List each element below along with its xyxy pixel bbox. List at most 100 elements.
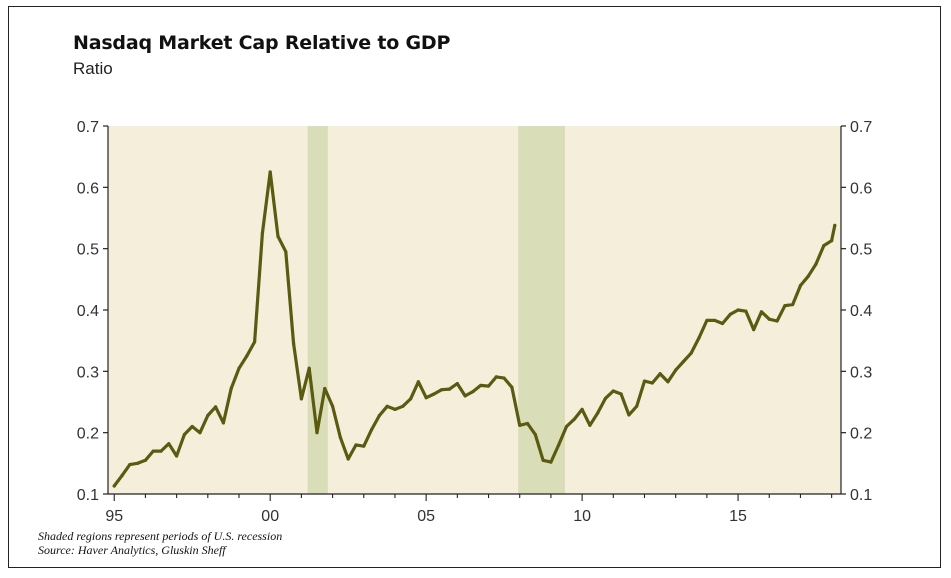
data-point [276, 234, 280, 238]
data-point [650, 381, 654, 385]
data-point [393, 407, 397, 411]
data-point [681, 359, 686, 364]
data-point [744, 309, 748, 313]
data-point [128, 462, 132, 467]
data-point [362, 444, 366, 448]
y-tick-label-left: 0.3 [77, 364, 99, 381]
data-point [580, 407, 584, 411]
data-point [268, 170, 272, 174]
y-tick-label-right: 0.6 [850, 180, 872, 197]
data-point [112, 484, 116, 488]
data-point [299, 397, 303, 401]
chart-notes: Shaded regions represent periods of U.S.… [38, 529, 282, 557]
data-point [401, 404, 405, 408]
x-tick-label: 05 [417, 508, 435, 525]
data-point [642, 379, 647, 383]
data-point [752, 328, 756, 332]
data-point [323, 386, 327, 391]
data-point [603, 396, 608, 400]
x-tick-label: 10 [573, 508, 591, 525]
data-points [112, 170, 837, 488]
data-point [518, 423, 522, 427]
chart-title: Nasdaq Market Cap Relative to GDP [73, 32, 451, 54]
data-point [237, 366, 241, 370]
data-point [720, 321, 725, 326]
data-point [767, 317, 771, 321]
data-point [510, 385, 514, 389]
data-point [549, 460, 553, 464]
data-point [369, 428, 374, 432]
data-point [198, 431, 202, 435]
x-tick-label: 15 [729, 508, 747, 525]
data-point [627, 413, 631, 417]
source-note: Source: Haver Analytics, Gluskin Sheff [38, 543, 226, 557]
data-point [775, 319, 779, 323]
y-tick-label-left: 0.5 [77, 242, 99, 259]
data-point [541, 458, 545, 462]
x-tick-label: 00 [261, 508, 279, 525]
data-point [798, 283, 803, 288]
data-point [486, 384, 491, 388]
data-point [572, 417, 576, 421]
y-tick-label-left: 0.1 [77, 487, 99, 504]
data-point [728, 312, 732, 316]
data-point [315, 431, 319, 435]
data-point [759, 310, 764, 314]
data-point [377, 413, 381, 418]
data-point [479, 383, 483, 388]
data-point [525, 421, 530, 426]
y-tick-label-right: 0.1 [850, 487, 872, 504]
data-point [494, 375, 498, 379]
data-point [440, 388, 444, 392]
data-point [471, 389, 475, 394]
y-tick-label-left: 0.7 [77, 119, 99, 136]
data-point [330, 404, 335, 408]
y-tick-label-right: 0.5 [850, 242, 872, 259]
data-point [705, 318, 709, 323]
data-point [338, 435, 342, 440]
data-point [806, 274, 810, 278]
data-point [408, 397, 413, 401]
data-point [557, 443, 561, 447]
data-point [619, 392, 623, 396]
recession-note: Shaded regions represent periods of U.S.… [38, 529, 283, 543]
data-point [447, 387, 452, 391]
data-point [814, 262, 818, 266]
plot-area [108, 126, 841, 494]
data-point [214, 405, 218, 409]
data-point [635, 404, 639, 408]
data-point [791, 302, 795, 307]
data-point [229, 386, 233, 391]
data-point [666, 380, 670, 384]
data-point [564, 424, 569, 429]
y-tick-label-left: 0.2 [77, 426, 99, 443]
data-point [245, 354, 249, 358]
data-point [260, 231, 264, 235]
y-tick-label-right: 0.7 [850, 119, 872, 136]
data-point [151, 449, 155, 453]
data-point [596, 411, 600, 415]
data-point [533, 432, 537, 437]
y-tick-label-left: 0.4 [77, 303, 99, 320]
data-point [455, 382, 459, 386]
data-point [416, 380, 420, 384]
data-point [674, 368, 678, 372]
data-point [346, 457, 350, 461]
data-point [175, 454, 179, 458]
data-point [354, 443, 358, 447]
data-point [190, 424, 194, 429]
axes: 0.1 0.1 0.2 0.2 0.3 0.3 0.4 0.4 0.5 0.5 0.6 0.6 0.7 0… [77, 119, 873, 525]
y-tick-label-left: 0.6 [77, 180, 99, 197]
data-point [385, 404, 389, 408]
data-point [424, 396, 428, 400]
data-point [783, 304, 787, 308]
data-point [502, 376, 506, 380]
data-point [253, 340, 257, 344]
data-point [167, 442, 171, 446]
data-point [291, 342, 296, 346]
data-point [830, 239, 834, 243]
data-point [611, 389, 615, 393]
data-point [658, 372, 662, 376]
y-tick-label-right: 0.3 [850, 364, 872, 381]
